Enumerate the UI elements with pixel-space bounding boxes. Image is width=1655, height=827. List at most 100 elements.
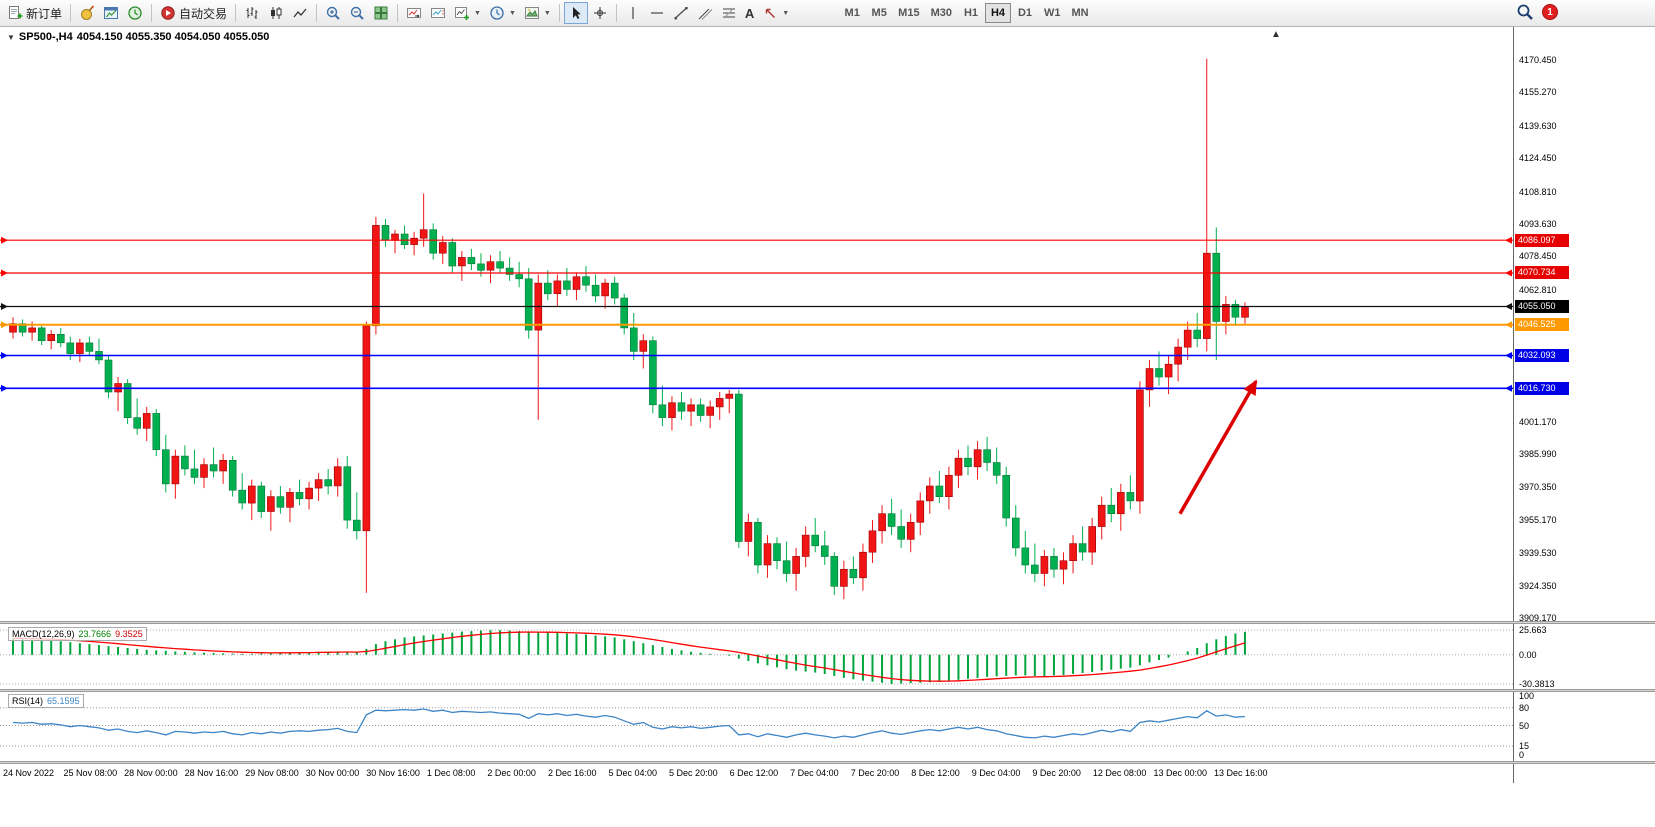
macd-axis-label: -30.3813 xyxy=(1519,679,1555,689)
candle-body xyxy=(1117,492,1125,515)
timeframe-D1[interactable]: D1 xyxy=(1012,3,1038,23)
indicator-bomb-icon xyxy=(81,5,94,20)
rsi-axis-label: 100 xyxy=(1519,691,1535,701)
time-label: 2 Dec 16:00 xyxy=(547,768,597,778)
indicators-button[interactable] xyxy=(75,2,99,24)
candle-body xyxy=(352,519,361,532)
channel-tool-button[interactable] xyxy=(693,2,717,24)
candle-body xyxy=(840,568,848,587)
price-line-left-marker xyxy=(1,303,8,310)
timeframe-M5[interactable]: M5 xyxy=(866,3,892,23)
trend-arrow xyxy=(1178,379,1258,515)
zoom-in-button[interactable] xyxy=(321,2,345,24)
chart-symbol-icon: ▼ xyxy=(7,32,15,42)
crosshair-tool-button[interactable] xyxy=(588,2,612,24)
timeframe-MN[interactable]: MN xyxy=(1066,3,1093,23)
chart-shift-button[interactable] xyxy=(426,2,450,24)
notification-badge[interactable]: 1 xyxy=(1542,4,1558,20)
price-line-right-marker xyxy=(1505,384,1512,392)
zoom-out-button[interactable] xyxy=(345,2,369,24)
bar-chart-mode-button[interactable] xyxy=(240,2,264,24)
chart-window-button[interactable] xyxy=(99,2,123,24)
profiles-button[interactable]: ▼ xyxy=(485,2,520,24)
rsi-panel[interactable] xyxy=(0,692,1513,761)
candle-body xyxy=(324,479,333,487)
candle-body xyxy=(152,413,161,450)
price-tick: 3939.530 xyxy=(1519,548,1557,559)
main-toolbar: 新订单 自动交易 ▼ ▼ ▼ A ▼ M1 M5 xyxy=(0,0,1655,27)
panel-splitter[interactable] xyxy=(0,689,1655,692)
new-chart-button[interactable]: ▼ xyxy=(450,2,485,24)
chart-window-icon xyxy=(104,7,119,19)
candle-body xyxy=(1021,547,1030,566)
fibonacci-tool-button[interactable] xyxy=(717,2,741,24)
candle-body xyxy=(438,242,447,254)
price-tag: 4070.734 xyxy=(1515,266,1569,280)
price-axis[interactable]: 4086.097 4070.734 4055.050 4046.525 4032.093… xyxy=(1513,27,1655,783)
symbol-search-icon[interactable] xyxy=(1516,3,1534,21)
toolbar-separator xyxy=(397,4,399,22)
cursor-tool-button[interactable] xyxy=(563,2,588,24)
candle-body xyxy=(945,474,953,497)
timeframe-M1[interactable]: M1 xyxy=(839,3,865,23)
toolbar-right-group: 1 xyxy=(1516,3,1558,21)
macd-panel[interactable] xyxy=(0,624,1513,689)
auto-scroll-icon xyxy=(407,8,422,18)
price-tag: 4086.097 xyxy=(1515,233,1569,247)
candle-body xyxy=(372,225,380,327)
candle-body xyxy=(1126,492,1135,502)
time-label: 30 Nov 00:00 xyxy=(305,768,360,778)
candle-body xyxy=(954,457,963,476)
candle-body xyxy=(916,500,925,523)
time-label: 28 Nov 00:00 xyxy=(124,768,178,778)
rsi-indicator-label: RSI(14) 65.1595 xyxy=(8,694,84,708)
candle-body xyxy=(458,257,466,267)
candle-body xyxy=(28,327,36,333)
line-chart-icon xyxy=(293,8,307,18)
candle-body xyxy=(610,282,619,299)
candle-body xyxy=(782,560,791,574)
autotrade-button[interactable]: 自动交易 xyxy=(156,2,231,24)
candle-body xyxy=(1011,517,1020,549)
price-line-left-marker xyxy=(1,321,8,329)
arrows-tool-button[interactable]: ▼ xyxy=(758,2,793,24)
candle-body xyxy=(773,543,781,561)
main-price-chart[interactable] xyxy=(0,27,1513,621)
candle-body xyxy=(1212,252,1221,322)
timeframe-M30[interactable]: M30 xyxy=(926,3,957,23)
candle-body xyxy=(1136,389,1144,502)
templates-button[interactable]: ▼ xyxy=(520,2,555,24)
new-order-button[interactable]: 新订单 xyxy=(3,2,66,24)
time-axis[interactable]: 24 Nov 2022 25 Nov 08:00 28 Nov 00:00 28 No… xyxy=(0,764,1513,783)
candle-body xyxy=(524,278,533,331)
tile-windows-button[interactable] xyxy=(369,2,393,24)
panel-splitter[interactable] xyxy=(0,621,1655,624)
auto-scroll-button[interactable] xyxy=(402,2,426,24)
line-chart-mode-button[interactable] xyxy=(288,2,312,24)
macd-signal-line xyxy=(12,631,1246,682)
rsi-line xyxy=(12,708,1245,739)
timeframe-M15[interactable]: M15 xyxy=(893,3,924,23)
market-watch-button[interactable] xyxy=(123,2,147,24)
zoom-in-icon xyxy=(326,6,340,20)
vertical-line-tool-button[interactable] xyxy=(621,2,645,24)
timeframe-W1[interactable]: W1 xyxy=(1039,3,1066,23)
caret-down-icon: ▼ xyxy=(543,9,551,17)
candle-body xyxy=(1155,368,1163,378)
horizontal-line-tool-button[interactable] xyxy=(645,2,669,24)
price-tick: 4093.630 xyxy=(1519,219,1557,230)
price-tick: 4078.450 xyxy=(1519,251,1557,262)
trendline-tool-button[interactable] xyxy=(669,2,693,24)
chart-shift-marker[interactable]: ▲ xyxy=(1271,29,1281,40)
text-tool-button[interactable]: A xyxy=(741,2,758,24)
time-label: 9 Dec 20:00 xyxy=(1032,768,1081,778)
toolbar-separator xyxy=(235,4,237,22)
timeframe-group: M1 M5 M15 M30 H1 H4 D1 W1 MN xyxy=(839,3,1093,23)
panel-splitter[interactable] xyxy=(0,761,1655,764)
timeframe-H1[interactable]: H1 xyxy=(958,3,984,23)
timeframe-H4[interactable]: H4 xyxy=(984,3,1011,23)
rsi-value: 65.1595 xyxy=(47,696,80,706)
candlestick-mode-button[interactable] xyxy=(264,2,288,24)
candle-body xyxy=(190,468,199,478)
